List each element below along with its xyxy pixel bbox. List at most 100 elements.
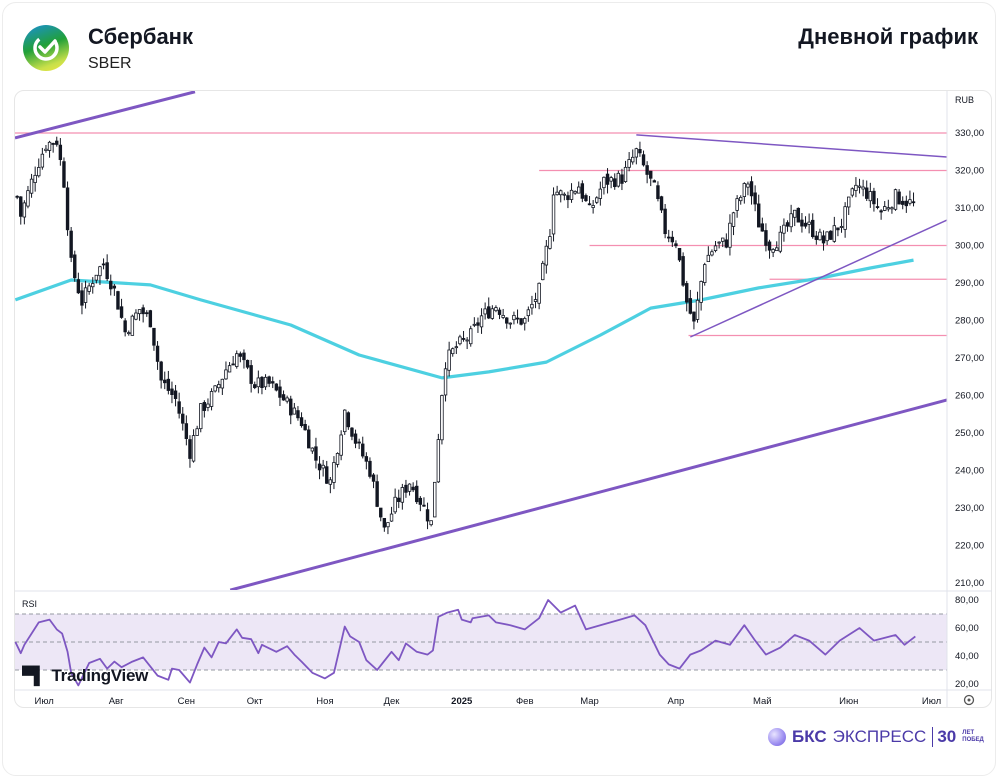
candle-body [44,148,48,151]
candle [685,280,689,312]
candle-body [605,173,610,185]
candle [562,192,567,201]
candle-body [119,306,124,318]
candle-body [667,236,671,239]
candle [371,473,376,489]
candle [706,246,711,263]
candle [595,196,599,205]
candle-body [112,285,117,289]
candle-body [98,266,102,277]
candle [415,480,419,505]
candle [368,457,372,479]
candle-body [465,339,469,342]
candle [724,233,729,249]
candle-body [379,507,383,518]
candle-body [231,363,235,366]
candle-body [220,378,225,389]
candle-body [235,353,239,367]
candle-body [793,209,797,218]
candle-body [335,453,340,465]
candle-body [29,178,34,194]
candle [220,378,225,395]
candle [379,507,383,522]
candle-body [62,161,66,188]
rsi-tick-label: 20,00 [955,679,979,690]
rsi-label: RSI [22,599,37,609]
candle-body [850,188,855,196]
bks-small: ЛЕТ ПОБЕД [962,730,984,743]
candle [796,207,801,223]
candle [785,220,790,232]
candle-body [911,201,916,204]
candle [422,497,426,507]
candle-body [764,230,768,246]
candle [667,229,671,243]
candle [757,194,761,228]
candle [886,199,891,212]
candle [69,226,73,263]
candle-body [843,206,847,230]
candle-body [15,195,19,198]
candle-body [757,203,761,228]
candle-body [353,433,358,444]
candle-body [411,486,415,491]
candle [641,150,646,167]
candle [163,371,167,390]
candle-body [47,141,52,151]
candle-body [364,456,369,462]
candle-body [872,190,876,205]
candle-body [724,239,729,248]
candle-body [443,368,448,396]
candle-body [609,177,613,182]
candle-body [127,332,131,335]
candle [566,191,570,209]
candle [890,206,894,214]
candle [681,252,685,287]
candle-body [562,193,567,196]
candle-body [274,383,279,391]
candle [393,488,397,514]
settings-gear-icon[interactable] [963,694,975,706]
candle-body [238,353,243,357]
candle [631,149,635,165]
candle-body [652,180,657,183]
candle [523,316,527,331]
candle [343,409,347,435]
candle [872,187,876,212]
candle-body [87,285,91,292]
candle-body [749,181,754,197]
candle-body [861,186,865,190]
candle-body [317,463,322,471]
candle [400,483,405,510]
bks-ball-icon [768,728,786,746]
candle [440,394,444,445]
candle [123,318,127,337]
candle [911,192,916,207]
candle [850,187,855,198]
candle-body [685,283,689,303]
candle-body [746,183,750,188]
candle [814,230,819,245]
candle-body [721,237,725,242]
candle [235,350,239,369]
candle-body [537,282,541,304]
rsi-tick-label: 60,00 [955,623,979,634]
candle [803,216,808,229]
candle-body [573,191,577,194]
candle-body [695,299,700,320]
candle-body [533,299,538,302]
candle-body [58,144,63,160]
candle [879,209,883,220]
candle [224,361,228,380]
candle-body [328,479,333,485]
candle [760,217,765,232]
x-tick-label: Авг [109,696,124,707]
candle [109,274,113,296]
candle-body [249,365,253,384]
rsi-tick-label: 80,00 [955,595,979,606]
candle [29,173,34,198]
candle-body [742,183,747,197]
candle [659,195,664,213]
candle [335,452,340,468]
